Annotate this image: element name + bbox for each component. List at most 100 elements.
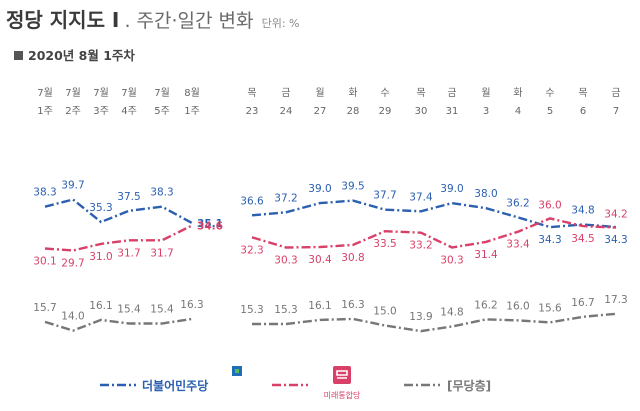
tick-label-week-number: 1주	[37, 106, 53, 117]
data-label-democratic: 36.6	[240, 195, 264, 207]
data-label-future: 33.2	[409, 240, 432, 252]
data-label-future: 31.7	[150, 247, 173, 259]
future-party-logo-icon	[333, 366, 351, 384]
data-label-future: 30.8	[341, 252, 364, 264]
data-labels: 38.3 39.7 35.3 37.5 38.3 35.1 36.6 37.2 39.0 39.5…	[33, 180, 627, 324]
series-line-weekly-democratic	[44, 198, 193, 225]
series-line-daily-independent	[252, 312, 617, 333]
tick-label-date: 30	[415, 106, 428, 117]
chart-title: 정당 지지도 I	[6, 8, 120, 32]
unit-label: 단위: %	[261, 17, 300, 30]
period-text: 2020년 8월 1주차	[28, 48, 135, 63]
data-label-independent: 15.0	[373, 306, 396, 318]
title-row: 정당 지지도 I . 주간·일간 변화 단위: %	[6, 4, 300, 33]
tick-label-week-number: 4주	[121, 106, 137, 117]
tick-label-date: 29	[379, 106, 392, 117]
data-label-independent: 16.3	[341, 299, 364, 311]
tick-label-weekday: 월	[315, 87, 324, 99]
series-line-daily-future	[251, 217, 617, 249]
series-line-weekly-future	[44, 224, 193, 252]
series-line-weekly-independent	[44, 317, 193, 332]
data-label-future: 34.6	[197, 221, 223, 233]
tick-label-weekday: 금	[281, 87, 290, 99]
tick-label-week-month: 7월	[37, 87, 53, 99]
data-label-future: 33.4	[506, 239, 530, 251]
data-label-future: 29.7	[61, 258, 84, 270]
tick-label-weekday: 금	[447, 87, 456, 99]
data-label-future: 36.0	[538, 199, 561, 211]
data-label-future: 34.5	[571, 233, 594, 245]
tick-label-week-month: 7월	[93, 87, 109, 99]
tick-label-date: 28	[347, 106, 360, 117]
square-bullet-icon	[14, 51, 23, 60]
data-label-future: 30.3	[440, 254, 463, 266]
data-label-future: 31.4	[474, 249, 498, 261]
tick-label-weekday: 목	[578, 87, 587, 99]
data-label-democratic: 35.3	[89, 202, 112, 214]
legend-label-independent: [무당층]	[447, 378, 491, 393]
tick-label-weekday: 목	[416, 87, 425, 99]
series-line-daily-democratic	[251, 199, 617, 229]
tick-label-weekday: 수	[380, 87, 389, 99]
data-label-independent: 15.3	[274, 304, 297, 316]
data-label-independent: 16.1	[89, 300, 112, 312]
tick-label-weekday: 목	[247, 87, 256, 99]
tick-label-weekday: 화	[513, 87, 522, 99]
data-label-democratic: 39.7	[61, 180, 84, 192]
tick-label-week-month: 7월	[65, 87, 81, 99]
data-label-independent: 15.6	[538, 302, 562, 314]
data-label-independent: 17.3	[604, 294, 627, 306]
tick-label-week-number: 5주	[154, 106, 170, 117]
data-label-independent: 16.7	[571, 297, 594, 309]
tick-label-date: 5	[547, 106, 553, 117]
period-label: 2020년 8월 1주차	[14, 45, 135, 64]
data-label-democratic: 38.3	[150, 187, 173, 199]
tick-label-date: 7	[613, 106, 619, 117]
data-label-independent: 15.7	[33, 302, 56, 314]
tick-label-date: 31	[446, 106, 459, 117]
data-label-future: 34.2	[604, 209, 627, 221]
chart-subtitle: . 주간·일간 변화	[124, 10, 254, 32]
legend-label-democratic: 더불어민주당	[142, 378, 208, 393]
tick-label-date: 4	[515, 106, 521, 117]
tick-label-week-number: 2주	[65, 106, 81, 117]
data-label-democratic: 37.7	[373, 190, 396, 202]
tick-label-date: 6	[580, 106, 586, 117]
tick-label-weekday: 월	[481, 87, 490, 99]
tick-label-week-month: 8월	[184, 87, 200, 99]
data-label-independent: 15.4	[150, 303, 174, 315]
tick-label-week-month: 7월	[154, 87, 170, 99]
data-label-democratic: 34.3	[604, 234, 627, 246]
series-lines	[44, 198, 617, 333]
data-label-independent: 15.4	[117, 303, 141, 315]
data-label-independent: 16.2	[474, 299, 497, 311]
data-label-democratic: 39.0	[308, 183, 331, 195]
data-label-future: 30.1	[33, 255, 56, 267]
tick-label-week-month: 7월	[121, 87, 137, 99]
tick-label-date: 3	[483, 106, 489, 117]
tick-label-weekday: 화	[348, 87, 357, 99]
data-label-independent: 14.8	[440, 307, 463, 319]
data-label-democratic: 37.4	[409, 191, 433, 203]
data-label-future: 31.7	[117, 247, 140, 259]
data-label-democratic: 38.3	[33, 187, 56, 199]
data-label-independent: 16.0	[506, 300, 529, 312]
tick-label-weekday: 수	[545, 87, 554, 99]
tick-label-date: 27	[314, 106, 327, 117]
tick-label-date: 23	[246, 106, 259, 117]
tick-label-date: 24	[280, 106, 293, 117]
data-label-independent: 14.0	[61, 311, 84, 323]
data-label-future: 31.0	[89, 251, 112, 263]
data-label-democratic: 34.8	[571, 205, 594, 217]
data-label-independent: 15.3	[240, 304, 263, 316]
data-label-democratic: 34.3	[538, 234, 561, 246]
data-label-independent: 16.3	[180, 299, 203, 311]
legend-label-future: 미래통합당	[324, 390, 361, 400]
data-label-future: 30.3	[274, 254, 297, 266]
data-label-democratic: 37.5	[117, 191, 140, 203]
data-label-democratic: 39.5	[341, 181, 364, 193]
data-label-independent: 16.1	[308, 300, 331, 312]
democratic-logo-accent-icon	[235, 369, 239, 373]
